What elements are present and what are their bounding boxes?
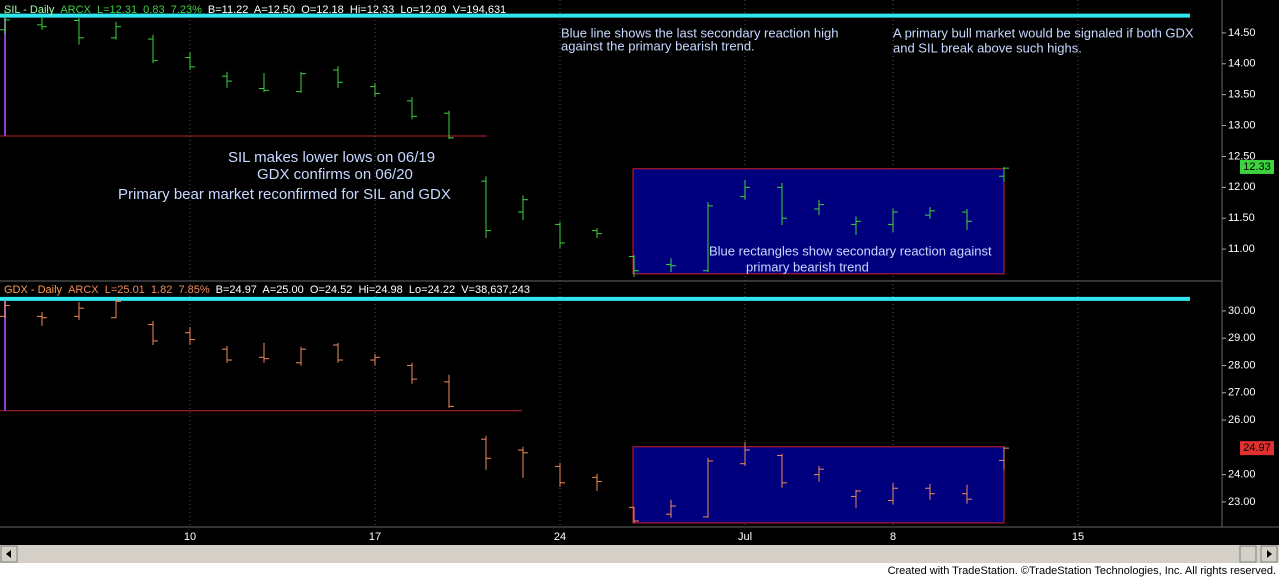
y-tick-label: 12.00 xyxy=(1228,181,1256,193)
x-tick-label: 15 xyxy=(1072,531,1084,543)
series-title: SIL - Daily xyxy=(4,4,55,16)
arrow-icon xyxy=(6,550,11,558)
x-tick-label: 17 xyxy=(369,531,381,543)
y-tick-label: 13.50 xyxy=(1228,89,1256,101)
zone xyxy=(632,446,1005,524)
header: SIL - Daily ARCX L=12.31 0.83 7.23% B=11.2… xyxy=(4,4,506,16)
y-tick-label: 28.00 xyxy=(1228,359,1256,371)
annotation: A primary bull market would be signaled … xyxy=(893,25,1194,40)
scrollbar[interactable] xyxy=(0,545,1279,563)
annotation: Blue line shows the last secondary react… xyxy=(561,25,839,40)
last-price-label: 12.33 xyxy=(1243,161,1271,173)
arrow-icon xyxy=(1267,550,1272,558)
x-tick-label: 10 xyxy=(184,531,196,543)
y-tick-label: 30.00 xyxy=(1228,305,1256,317)
series-subtitle: ARCX L=12.31 0.83 7.23% xyxy=(60,4,202,16)
y-tick-label: 12.50 xyxy=(1228,150,1256,162)
y-tick-label: 14.50 xyxy=(1228,27,1256,39)
y-tick-label: 13.00 xyxy=(1228,119,1256,131)
y-tick-label: 24.00 xyxy=(1228,469,1256,481)
zone xyxy=(632,168,1005,275)
y-tick-label: 26.00 xyxy=(1228,414,1256,426)
footer-band xyxy=(0,563,1279,578)
y-tick-label: 27.00 xyxy=(1228,387,1256,399)
y-tick-label: 29.00 xyxy=(1228,332,1256,344)
x-tick-label: Jul xyxy=(738,531,752,543)
series-subtitle: ARCX L=25.01 1.82 7.85% xyxy=(68,284,210,296)
annotation: against the primary bearish trend. xyxy=(561,38,755,53)
y-tick-label: 11.00 xyxy=(1228,243,1255,255)
last-price-box xyxy=(1240,159,1274,174)
annotation: SIL makes lower lows on 06/19 xyxy=(228,149,435,166)
last-price-box xyxy=(1240,441,1274,456)
annotation: primary bearish trend xyxy=(746,259,869,274)
header: GDX - Daily ARCX L=25.01 1.82 7.85% B=24.9… xyxy=(4,284,530,296)
annotation: GDX confirms on 06/20 xyxy=(257,166,413,183)
y-tick-label: 14.00 xyxy=(1228,58,1256,70)
last-price-label: 24.97 xyxy=(1243,442,1271,454)
y-tick-label: 23.00 xyxy=(1228,496,1256,508)
quote: B=11.22 A=12.50 O=12.18 Hi=12.33 Lo=12.0… xyxy=(208,4,506,16)
series-title: GDX - Daily xyxy=(4,284,63,296)
quote: B=24.97 A=25.00 O=24.52 Hi=24.98 Lo=24.2… xyxy=(216,284,530,296)
annotation: and SIL break above such highs. xyxy=(893,40,1082,55)
y-tick-label: 11.50 xyxy=(1228,212,1255,224)
annotation: Blue rectangles show secondary reaction … xyxy=(709,243,992,258)
x-tick-label: 24 xyxy=(554,531,566,543)
scroll-thumb[interactable] xyxy=(1239,545,1257,563)
annotation: Primary bear market reconfirmed for SIL … xyxy=(118,186,451,203)
footer: Created with TradeStation. ©TradeStation… xyxy=(888,565,1276,577)
x-tick-label: 8 xyxy=(890,531,896,543)
